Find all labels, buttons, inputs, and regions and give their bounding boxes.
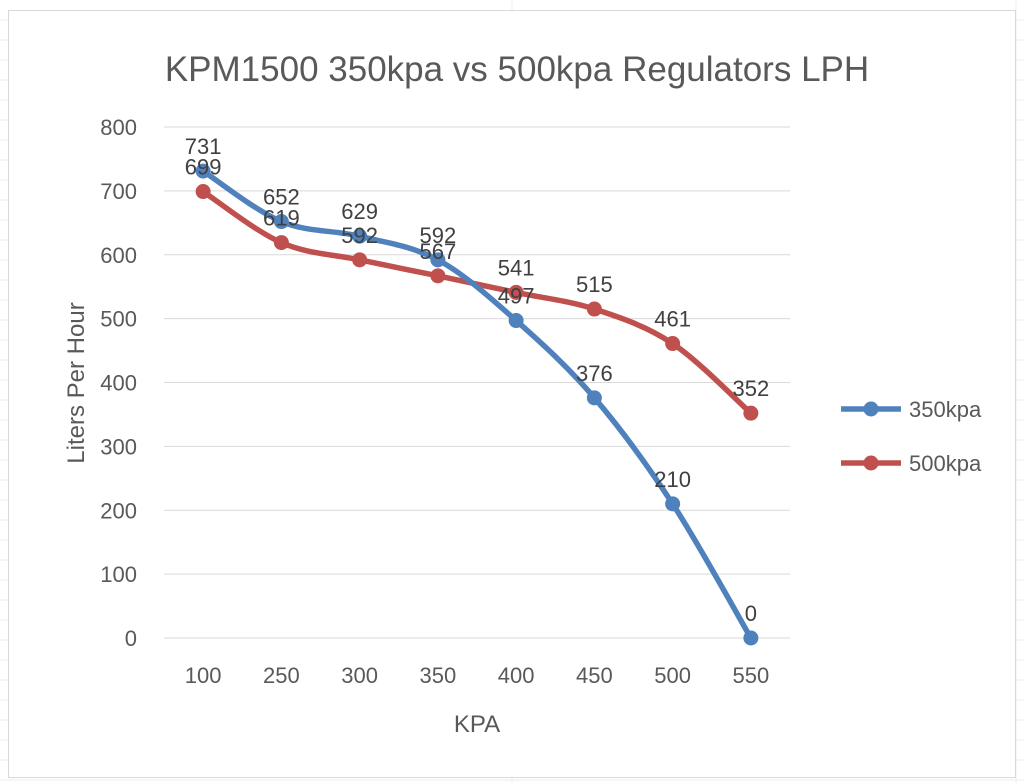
- series-layer: [195, 163, 759, 646]
- x-tick-label: 500: [654, 663, 691, 688]
- y-tick-label: 600: [100, 243, 137, 268]
- data-label: 376: [576, 361, 613, 386]
- x-tick-label: 250: [263, 663, 300, 688]
- data-label: 541: [498, 255, 535, 280]
- data-point: [665, 496, 681, 512]
- y-tick-label: 0: [125, 626, 137, 651]
- data-point: [352, 228, 368, 244]
- data-label: 619: [263, 206, 300, 231]
- chart-area[interactable]: KPM1500 350kpa vs 500kpa Regulators LPH …: [8, 10, 1016, 778]
- legend-label: 350kpa: [909, 397, 982, 422]
- data-point: [743, 630, 759, 646]
- legend-item-350kpa[interactable]: 350kpa: [841, 397, 982, 422]
- data-label: 592: [341, 223, 378, 248]
- data-point: [195, 163, 211, 179]
- y-tick-label: 300: [100, 434, 137, 459]
- data-label: 652: [263, 185, 300, 210]
- data-label: 497: [498, 284, 535, 309]
- data-labels: 7316526295924973762100699619592567541515…: [185, 134, 769, 626]
- legend[interactable]: 350kpa 500kpa: [841, 397, 982, 476]
- legend-item-500kpa[interactable]: 500kpa: [841, 451, 982, 476]
- x-tick-label: 300: [341, 663, 378, 688]
- x-tick-label: 100: [185, 663, 222, 688]
- x-tick-label: 400: [498, 663, 535, 688]
- data-label: 0: [745, 601, 757, 626]
- x-axis-tick-labels: 100 250 300 350 400 450 500 550: [185, 663, 769, 688]
- data-label: 629: [341, 199, 378, 224]
- data-label: 352: [733, 376, 770, 401]
- y-tick-label: 200: [100, 498, 137, 523]
- legend-swatch-marker: [863, 401, 879, 417]
- data-label: 515: [576, 272, 613, 297]
- y-axis-title: Liters Per Hour: [63, 302, 90, 463]
- data-label: 210: [654, 467, 691, 492]
- data-point: [273, 214, 289, 230]
- data-point: [430, 252, 446, 268]
- data-point: [273, 235, 289, 251]
- data-point: [508, 313, 524, 329]
- series-350kpa: [195, 163, 759, 646]
- data-point: [586, 390, 602, 406]
- data-point: [430, 268, 446, 284]
- x-axis-title: KPA: [454, 711, 500, 738]
- data-label: 461: [654, 307, 691, 332]
- y-tick-label: 500: [100, 307, 137, 332]
- gridlines: [164, 126, 790, 639]
- y-tick-label: 700: [100, 179, 137, 204]
- legend-label: 500kpa: [909, 451, 982, 476]
- series-500kpa: [195, 184, 759, 421]
- x-tick-label: 550: [733, 663, 770, 688]
- legend-swatch-marker: [863, 455, 879, 471]
- data-label: 592: [420, 223, 457, 248]
- x-tick-label: 350: [420, 663, 457, 688]
- data-label: 567: [420, 239, 457, 264]
- data-point: [665, 336, 681, 352]
- y-tick-label: 400: [100, 371, 137, 396]
- data-point: [586, 301, 602, 317]
- data-point: [195, 184, 211, 200]
- y-tick-label: 100: [100, 562, 137, 587]
- chart-title: KPM1500 350kpa vs 500kpa Regulators LPH: [165, 50, 869, 89]
- data-label: 731: [185, 134, 222, 159]
- x-tick-label: 450: [576, 663, 613, 688]
- data-point: [743, 405, 759, 421]
- data-label: 699: [185, 155, 222, 180]
- line-chart: KPM1500 350kpa vs 500kpa Regulators LPH …: [63, 50, 982, 738]
- y-axis-tick-labels: 0 100 200 300 400 500 600 700 800: [100, 115, 137, 651]
- y-tick-label: 800: [100, 115, 137, 140]
- data-point: [352, 252, 368, 268]
- data-point: [508, 284, 524, 300]
